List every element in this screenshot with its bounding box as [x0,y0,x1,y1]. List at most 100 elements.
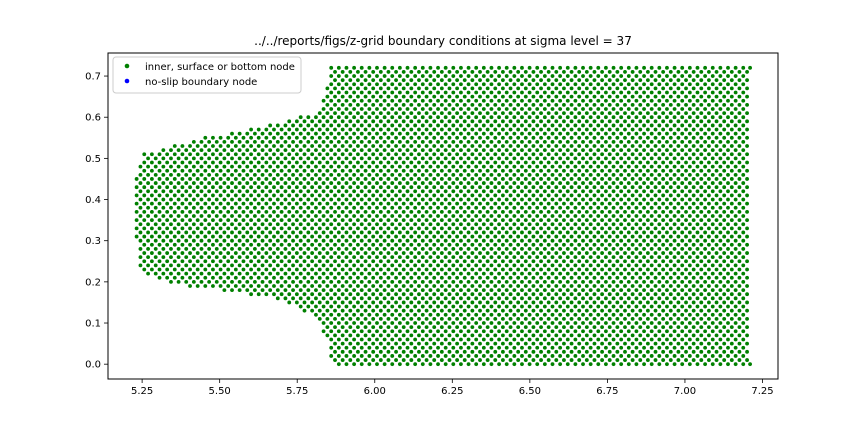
data-point [161,205,166,210]
data-point [592,267,597,272]
data-point [485,325,490,330]
data-point [401,275,406,280]
data-point [466,337,471,342]
data-point [535,345,540,350]
data-point [501,177,505,181]
data-point [390,296,395,301]
data-point [645,308,650,313]
data-point [661,144,666,148]
data-point [596,131,601,136]
data-point [333,251,337,255]
data-point [535,156,540,161]
data-point [504,98,509,103]
data-point [451,65,456,70]
data-point [710,222,715,227]
data-point [558,115,563,120]
data-point [611,172,616,177]
data-point [562,259,566,264]
data-point [665,321,669,325]
data-point [508,86,513,91]
data-point [687,156,692,161]
data-point [207,230,212,235]
data-point [420,329,425,334]
data-point [481,271,486,276]
data-point [645,341,650,346]
data-point [737,358,742,362]
data-point [485,358,490,362]
data-point [634,312,639,317]
data-point [642,271,646,276]
data-point [352,107,356,111]
data-point [527,304,532,309]
data-point [642,189,646,194]
data-point [207,271,212,276]
data-point [531,209,536,214]
data-point [653,70,658,74]
data-point [623,102,627,107]
data-point [665,189,669,194]
data-point [501,251,505,255]
data-point [523,201,528,206]
data-point [497,238,501,243]
data-point [455,86,460,91]
data-point [394,300,398,305]
data-point [481,362,486,367]
data-point [325,275,330,280]
data-point [226,251,231,255]
data-point [279,284,284,288]
data-point [256,135,261,140]
data-point [378,333,383,338]
data-point [367,238,372,243]
data-point [455,341,460,346]
data-point [745,193,749,198]
data-point [707,259,711,264]
data-point [394,168,398,173]
data-point [443,345,448,350]
data-point [321,148,326,153]
data-point [588,82,593,87]
data-point [478,111,482,115]
data-point [279,177,284,181]
data-point [264,259,269,264]
data-point [649,255,654,260]
data-point [142,160,147,165]
data-point [352,172,356,177]
data-point [378,201,383,206]
data-point [184,238,189,243]
data-point [695,156,700,161]
data-point [260,238,265,243]
data-point [676,341,681,346]
data-point [699,300,704,305]
data-point [172,177,177,181]
data-point [348,127,353,132]
data-point [691,234,696,239]
data-point [722,317,727,321]
data-point [703,90,708,95]
data-point [657,90,662,95]
data-point [726,156,730,161]
data-point [630,152,635,157]
data-point [260,148,265,153]
data-point [722,251,727,255]
data-point [581,304,585,309]
data-point [619,74,624,78]
data-point [745,119,749,124]
data-point [623,218,627,223]
data-point [642,172,646,177]
data-point [230,172,234,177]
data-point [489,74,494,78]
data-point [645,251,650,255]
data-point [226,177,231,181]
data-point [367,329,372,334]
data-point [638,201,643,206]
data-point [729,94,734,99]
data-point [336,222,341,227]
data-point [474,172,479,177]
data-point [264,234,269,239]
data-point [287,259,292,264]
data-point [550,238,555,243]
data-point [539,119,543,124]
data-point [615,234,620,239]
data-point [607,102,612,107]
data-point [661,86,666,91]
